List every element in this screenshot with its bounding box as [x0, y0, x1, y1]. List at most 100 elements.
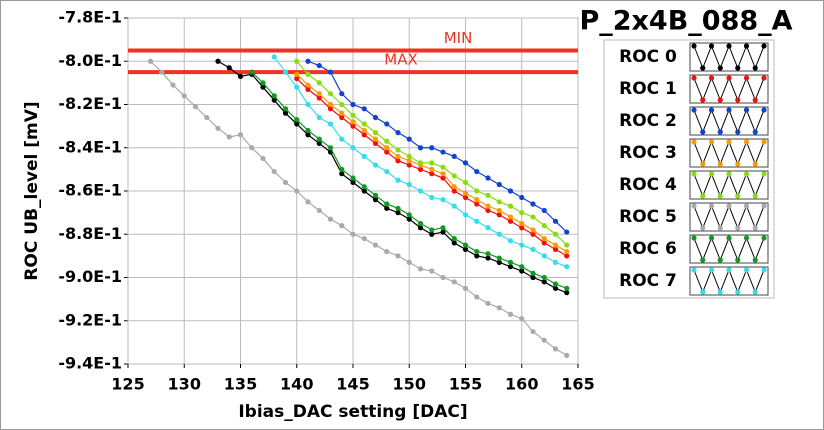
- data-point: [282, 179, 289, 185]
- data-point: [384, 138, 390, 144]
- legend-marker: [691, 203, 697, 209]
- data-point: [519, 220, 525, 227]
- data-point: [372, 136, 379, 142]
- data-point: [226, 65, 232, 71]
- legend-marker: [743, 75, 750, 81]
- legend-marker: [708, 235, 715, 241]
- x-tick-label: 135: [224, 375, 257, 394]
- legend-marker: [726, 75, 732, 81]
- data-point: [462, 190, 469, 196]
- data-point: [215, 125, 221, 131]
- y-tick-label: -9.4E-1: [58, 354, 122, 373]
- data-point: [361, 106, 367, 112]
- x-tick-label: 155: [449, 375, 482, 394]
- data-point: [350, 145, 356, 151]
- data-point: [271, 97, 277, 103]
- legend-marker: [691, 267, 697, 273]
- data-point: [564, 242, 570, 248]
- data-point: [429, 194, 435, 201]
- legend-marker: [708, 139, 715, 145]
- data-point: [440, 274, 446, 281]
- legend-marker: [708, 203, 715, 209]
- legend-marker: [743, 203, 750, 209]
- y-tick-label: -9.0E-1: [58, 267, 122, 286]
- data-point: [462, 179, 469, 185]
- legend-marker: [735, 161, 741, 167]
- x-axis-label: Ibias_DAC setting [DAC]: [238, 402, 467, 422]
- data-point: [339, 91, 345, 97]
- legend-marker: [726, 171, 732, 177]
- y-tick-label: -9.2E-1: [58, 310, 122, 329]
- data-point: [294, 84, 300, 90]
- data-point: [395, 210, 401, 216]
- data-point: [384, 201, 390, 207]
- data-point: [406, 158, 412, 164]
- data-point: [564, 352, 570, 358]
- legend-label: ROC 4: [619, 175, 677, 195]
- y-tick-label: -8.4E-1: [58, 137, 122, 156]
- y-tick-label: -7.8E-1: [58, 8, 122, 27]
- data-point: [406, 162, 412, 168]
- data-point: [474, 248, 480, 255]
- data-point: [406, 181, 412, 188]
- legend-marker: [761, 43, 767, 49]
- data-point: [361, 121, 367, 127]
- chart-title: P_2x4B_088_A: [579, 6, 792, 37]
- data-point: [530, 270, 536, 276]
- data-point: [541, 240, 547, 246]
- data-point: [552, 218, 559, 224]
- data-point: [417, 166, 424, 172]
- data-point: [384, 168, 390, 175]
- y-tick-label: -8.0E-1: [58, 51, 122, 70]
- data-point: [249, 69, 255, 75]
- legend-label: ROC 3: [619, 143, 677, 163]
- legend-label: ROC 5: [619, 207, 677, 227]
- data-point: [294, 121, 300, 127]
- legend-marker: [717, 129, 723, 135]
- data-point: [282, 110, 289, 116]
- y-tick-label: -8.8E-1: [58, 224, 122, 243]
- data-point: [417, 266, 424, 272]
- data-point: [496, 259, 502, 265]
- data-point: [552, 259, 559, 265]
- data-point: [530, 227, 536, 233]
- data-point: [406, 259, 412, 265]
- data-point: [406, 136, 412, 142]
- data-point: [170, 82, 176, 88]
- data-point: [339, 166, 345, 172]
- legend-marker: [735, 97, 741, 103]
- legend-marker: [691, 171, 697, 177]
- legend-marker: [761, 235, 767, 241]
- data-point: [361, 188, 367, 194]
- legend-marker: [726, 235, 732, 241]
- data-point: [384, 121, 390, 127]
- data-point: [361, 132, 367, 138]
- data-point: [327, 101, 334, 108]
- data-point: [474, 218, 480, 224]
- data-point: [541, 223, 547, 229]
- legend-marker: [761, 75, 767, 81]
- legend-label: ROC 7: [619, 271, 677, 291]
- legend-marker: [743, 267, 750, 273]
- data-point: [564, 290, 570, 296]
- legend-label: ROC 0: [619, 47, 677, 67]
- data-point: [181, 93, 187, 99]
- data-point: [350, 123, 356, 129]
- data-point: [282, 106, 289, 112]
- data-point: [226, 134, 232, 140]
- legend-marker: [708, 267, 715, 273]
- y-tick-label: -8.2E-1: [58, 94, 122, 113]
- data-point: [485, 300, 491, 307]
- legend-marker: [717, 161, 723, 167]
- data-point: [294, 117, 300, 123]
- data-point: [339, 136, 345, 142]
- data-point: [339, 171, 345, 177]
- data-point: [541, 235, 547, 242]
- legend-marker: [700, 65, 706, 71]
- data-point: [327, 216, 334, 222]
- data-point: [552, 242, 559, 248]
- data-point: [316, 62, 322, 69]
- data-point: [294, 188, 300, 194]
- data-point: [339, 101, 345, 108]
- legend-marker: [752, 129, 758, 135]
